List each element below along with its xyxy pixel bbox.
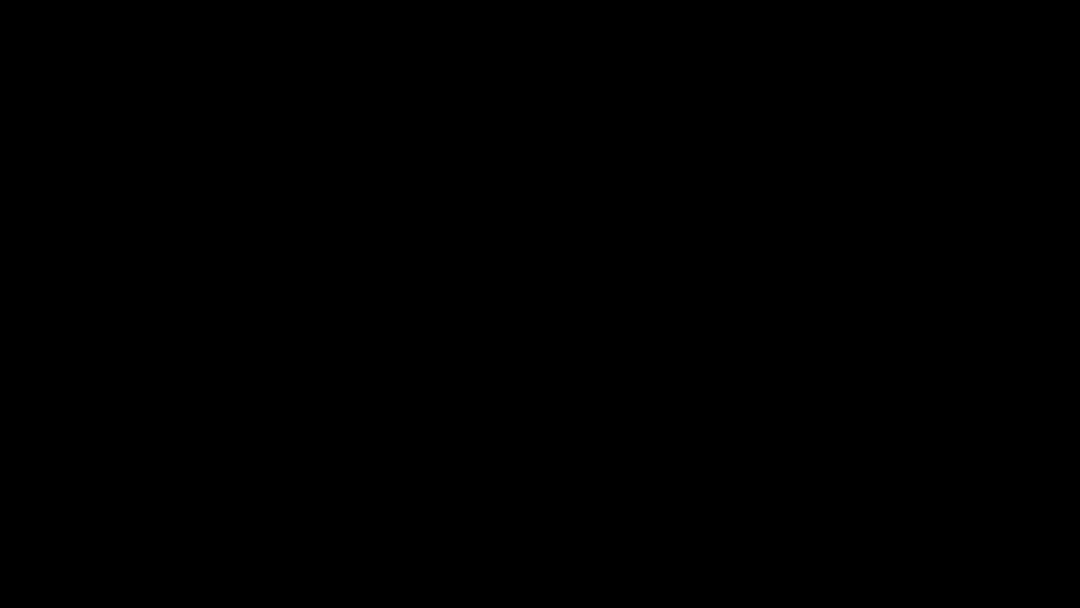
chart-background xyxy=(0,0,1080,608)
chart-stage xyxy=(0,0,1080,608)
chart-svg xyxy=(0,0,1080,608)
